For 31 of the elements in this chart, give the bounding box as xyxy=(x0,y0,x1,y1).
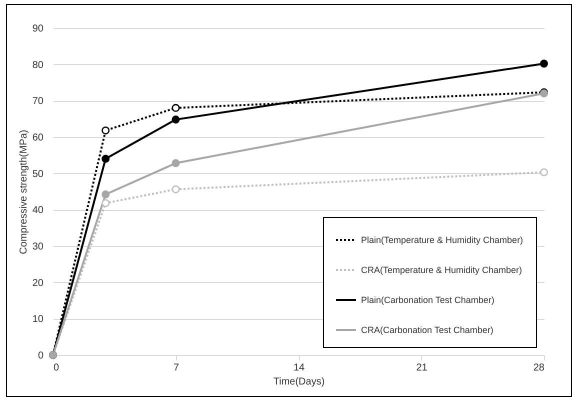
x-axis-title: Time(Days) xyxy=(273,376,325,388)
y-tick-label: 70 xyxy=(32,96,44,108)
y-tick-label: 60 xyxy=(32,132,44,144)
y-tick-label: 40 xyxy=(32,205,44,216)
y-tick-label: 50 xyxy=(32,168,44,180)
point xyxy=(102,190,110,198)
point xyxy=(540,168,548,176)
legend-label: CRA(Temperature & Humidity Chamber) xyxy=(361,265,522,275)
x-tick-label: 14 xyxy=(293,362,305,374)
point xyxy=(102,199,110,208)
y-tick-label: 30 xyxy=(32,242,44,252)
x-tick-label: 28 xyxy=(533,362,545,374)
point xyxy=(172,159,180,168)
point xyxy=(102,126,110,134)
x-tick-label: 0 xyxy=(54,362,60,374)
point xyxy=(102,154,110,163)
x-tick-label: 7 xyxy=(173,362,180,374)
point xyxy=(540,60,548,68)
y-tick-label: 0 xyxy=(38,350,44,362)
x-tick-label: 21 xyxy=(416,362,428,374)
point xyxy=(172,116,180,124)
y-axis-title: Compressive strength(MPa) xyxy=(18,130,30,254)
legend-label: CRA(Carbonation Test Chamber) xyxy=(361,325,494,335)
y-tick-label: 10 xyxy=(32,314,44,326)
legend-label: Plain(Temperature & Humidity Chamber) xyxy=(361,235,524,245)
y-tick-label: 80 xyxy=(32,60,44,71)
legend-label: Plain(Carbonation Test Chamber) xyxy=(361,295,494,305)
y-tick-label: 20 xyxy=(32,278,44,289)
y-tick-label: 90 xyxy=(32,24,44,34)
point xyxy=(172,185,180,194)
point xyxy=(172,104,180,112)
